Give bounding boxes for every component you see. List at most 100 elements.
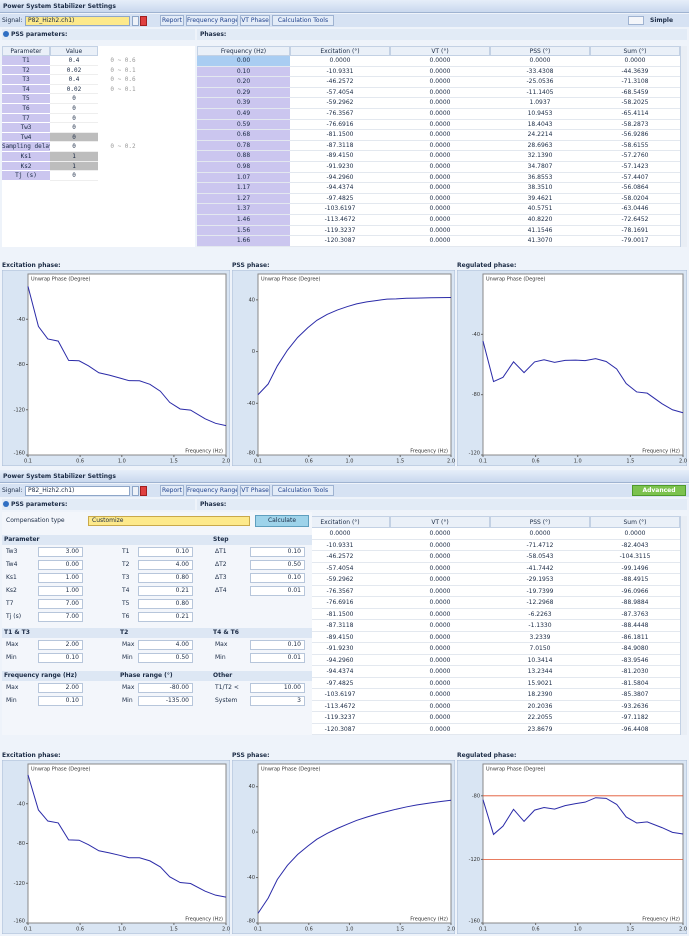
table-cell: -96.0966 [590,585,680,597]
field-input[interactable]: 3 [250,696,305,706]
mode-label[interactable]: Simple [650,17,674,24]
x-axis-label: Frequency (Hz) [642,917,680,923]
signal-input[interactable]: P82_Hizh2.ch1) [25,486,130,496]
toolbar-button[interactable]: VT Phase [240,485,270,496]
table-cell: -94.2960 [290,172,390,184]
table-cell: 13.2344 [490,666,590,678]
param-value[interactable]: 0 [50,94,98,104]
clear-button[interactable] [140,16,147,26]
table-cell: -87.3118 [290,140,390,152]
field-input[interactable]: 0.10 [250,547,305,557]
field-input[interactable]: 3.00 [38,547,83,557]
field-input[interactable]: 0.50 [138,653,193,663]
compensation-select[interactable]: Customize [88,516,250,526]
browse-button[interactable] [132,486,139,496]
field-input[interactable]: 0.01 [250,653,305,663]
param-value[interactable]: 0.4 [50,56,98,66]
param-value[interactable]: 0 [50,123,98,133]
field-input[interactable]: 0.80 [138,599,193,609]
table-cell: -56.0864 [590,183,680,194]
toolbar-button[interactable]: Report [160,485,184,496]
param-range: 0 ~ 0.6 [110,57,136,64]
field-input[interactable]: 0.10 [250,640,305,650]
table-cell: 0.0000 [390,193,490,205]
table-cell: 34.7807 [490,162,590,173]
toolbar-button[interactable]: Frequency Range [186,15,238,26]
field-input[interactable]: 0.21 [138,612,193,622]
clear-button[interactable] [140,486,147,496]
x-tick-label: 1.0 [345,927,353,933]
table-cell: -59.2962 [290,98,390,109]
field-input[interactable]: 10.00 [250,683,305,693]
calculate-button[interactable]: Calculate [255,515,309,527]
field-input[interactable]: 0.21 [138,586,193,596]
param-value[interactable]: 0.02 [50,84,98,95]
y-tick-label: -120 [469,451,480,457]
field-label: ΔT1 [215,548,227,555]
table-cell: 0.0000 [390,643,490,655]
scrollbar[interactable] [680,46,687,247]
param-value[interactable]: 0.02 [50,65,98,76]
y-tick-label: 40 [249,784,255,790]
field-input[interactable]: 4.00 [138,640,193,650]
field-input[interactable]: 0.50 [250,560,305,570]
field-input[interactable]: 0.80 [138,573,193,583]
field-input[interactable]: 7.00 [38,612,83,622]
table-cell: 18.2390 [490,689,590,701]
group-title: Frequency range (Hz) [4,672,77,679]
field-input[interactable]: 1.00 [38,573,83,583]
table-cell: 15.9021 [490,677,590,689]
table-cell: 32.1390 [490,151,590,162]
mode-toggle[interactable] [628,16,644,25]
table-cell: -33.4308 [490,66,590,78]
chart-title: Excitation phase: [2,752,61,759]
x-tick-label: 2.0 [222,927,230,933]
param-value[interactable]: 0.4 [50,75,98,85]
param-value[interactable]: 0 [50,104,98,114]
table-cell: -103.6197 [290,204,390,215]
toolbar-button[interactable]: Frequency Range [186,485,238,496]
toolbar-button[interactable]: Calculation Tools [272,15,334,26]
phase-curve [482,797,684,836]
table-cell: 41.1546 [490,225,590,237]
field-input[interactable]: 0.10 [138,547,193,557]
table-cell: 20.2036 [490,700,590,712]
field-label: System [215,697,238,704]
field-input[interactable]: 0.00 [38,560,83,570]
table-header: Sum (°) [590,516,680,528]
group-title: T2 [120,629,129,636]
field-input[interactable]: 4.00 [138,560,193,570]
param-value[interactable]: 0 [50,113,98,124]
table-cell: -29.1953 [490,574,590,586]
x-axis-label: Frequency (Hz) [410,449,448,455]
toolbar-button[interactable]: Report [160,15,184,26]
param-value[interactable]: 0 [50,171,98,181]
field-input[interactable]: 7.00 [38,599,83,609]
table-header: Parameter [2,46,50,56]
table-cell: -41.7442 [490,562,590,574]
scrollbar[interactable] [680,516,687,735]
table-header: Excitation (°) [290,46,390,56]
field-input[interactable]: -135.00 [138,696,193,706]
toolbar-button[interactable]: Calculation Tools [272,485,334,496]
table-cell: -89.4150 [290,151,390,162]
field-input[interactable]: 0.10 [38,696,83,706]
toolbar-button[interactable]: VT Phase [240,15,270,26]
field-label: ΔT3 [215,574,227,581]
signal-input[interactable]: P82_Hizh2.ch1) [25,16,130,26]
param-value[interactable]: 0 [50,142,98,152]
browse-button[interactable] [132,16,139,26]
field-input[interactable]: 2.00 [38,640,83,650]
field-input[interactable]: 2.00 [38,683,83,693]
field-input[interactable]: 0.10 [38,653,83,663]
mode-button[interactable]: Advanced [632,485,686,496]
table-cell: 0.0000 [390,140,490,152]
phase-curve [257,297,452,396]
y-tick-label: -40 [472,332,480,338]
field-input[interactable]: -80.00 [138,683,193,693]
field-input[interactable]: 0.01 [250,586,305,596]
field-input[interactable]: 1.00 [38,586,83,596]
y-tick-label: 40 [249,297,255,303]
field-label: T7 [6,600,14,607]
field-input[interactable]: 0.10 [250,573,305,583]
